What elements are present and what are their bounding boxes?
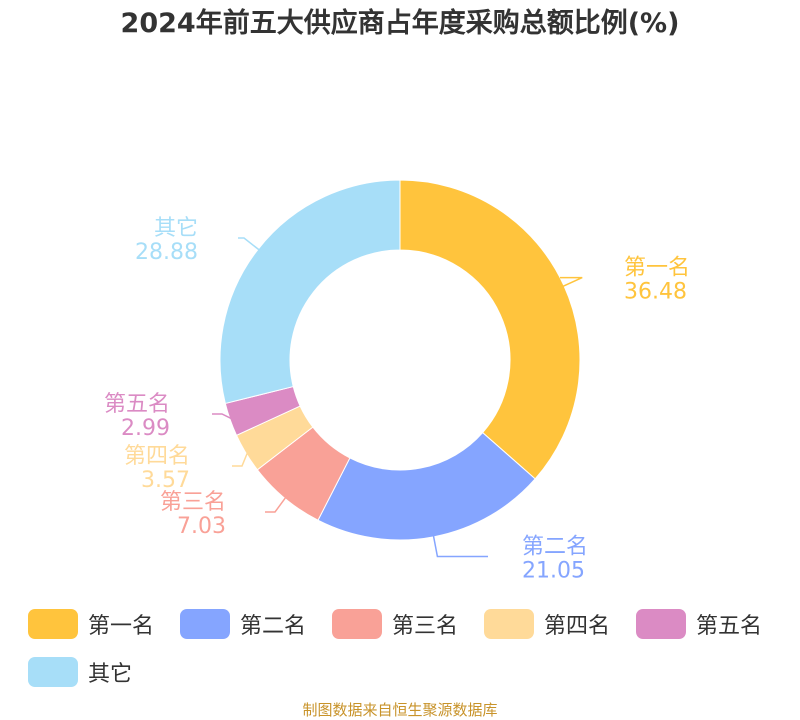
- legend-item-fourth[interactable]: 第四名: [484, 608, 636, 640]
- leader-line-fourth: [232, 451, 249, 467]
- leader-line-other: [238, 237, 261, 251]
- legend-swatch: [636, 609, 686, 639]
- slice-name-label-fourth: 第四名: [124, 444, 190, 469]
- legend-swatch: [332, 609, 382, 639]
- slice-name-label-other: 其它: [154, 216, 198, 241]
- legend-swatch: [28, 609, 78, 639]
- slice-second[interactable]: [317, 431, 536, 541]
- leader-line-third: [265, 496, 287, 513]
- legend: 第一名 第二名 第三名 第四名 第五名其它: [28, 608, 788, 688]
- slice-value-label-other: 28.88: [135, 240, 198, 265]
- slice-other[interactable]: [219, 179, 401, 405]
- leader-lines-group: [212, 237, 583, 558]
- legend-label: 第二名: [240, 614, 307, 639]
- slice-name-label-second: 第二名: [522, 534, 588, 559]
- legend-label: 第五名: [696, 614, 763, 639]
- leader-line-fifth: [212, 413, 233, 420]
- leader-line-second: [432, 534, 488, 558]
- legend-item-third[interactable]: 第三名: [332, 608, 484, 640]
- chart-title: 2024年前五大供应商占年度采购总额比例(%): [120, 8, 680, 39]
- slice-value-label-fifth: 2.99: [121, 416, 170, 441]
- legend-swatch: [28, 657, 78, 687]
- legend-label: 第四名: [544, 614, 611, 639]
- legend-swatch: [180, 609, 230, 639]
- slice-value-label-second: 21.05: [522, 558, 585, 583]
- legend-label: 第三名: [392, 614, 459, 639]
- legend-swatch: [484, 609, 534, 639]
- source-note: 制图数据来自恒生聚源数据库: [302, 701, 498, 719]
- slice-name-label-third: 第三名: [160, 490, 226, 515]
- legend-item-second[interactable]: 第二名: [180, 608, 332, 640]
- slice-first[interactable]: [399, 179, 581, 480]
- legend-item-other[interactable]: 其它: [28, 656, 180, 688]
- legend-item-first[interactable]: 第一名: [28, 608, 180, 640]
- legend-label: 其它: [88, 662, 133, 687]
- slice-name-label-fifth: 第五名: [104, 392, 170, 417]
- legend-label: 第一名: [88, 614, 155, 639]
- slice-name-label-first: 第一名: [624, 256, 690, 281]
- slice-value-label-fourth: 3.57: [141, 468, 190, 493]
- slice-value-label-third: 7.03: [177, 514, 226, 539]
- legend-item-fifth[interactable]: 第五名: [636, 608, 788, 640]
- leader-line-first: [560, 276, 583, 288]
- slice-value-label-first: 36.48: [624, 280, 687, 305]
- slices-group: [219, 179, 581, 541]
